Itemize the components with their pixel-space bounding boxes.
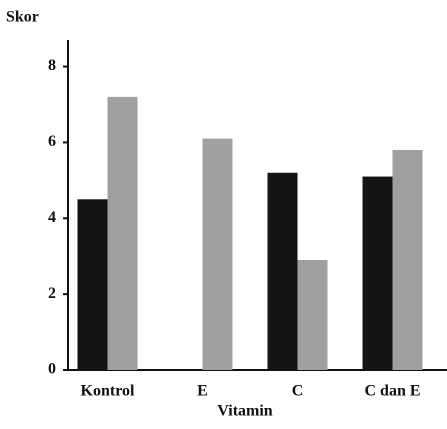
x-tick-label: C dan E [364, 383, 420, 400]
y-tick-label: 6 [48, 133, 56, 150]
y-tick-label: 4 [48, 209, 56, 226]
bar [267, 172, 298, 370]
bar [297, 260, 328, 370]
bar [77, 199, 108, 370]
y-tick-label: 0 [48, 361, 56, 378]
y-tick-label: 2 [48, 285, 56, 302]
x-tick-label: C [292, 383, 304, 400]
x-axis-label: Vitamin [217, 403, 273, 420]
bar [392, 150, 423, 370]
y-tick-label: 8 [48, 57, 56, 74]
x-tick-label: E [197, 383, 208, 400]
y-axis-label: Skor [6, 9, 39, 26]
bar [362, 176, 393, 370]
x-tick-label: Kontrol [81, 383, 135, 400]
bar [107, 96, 138, 371]
bar [202, 138, 233, 370]
